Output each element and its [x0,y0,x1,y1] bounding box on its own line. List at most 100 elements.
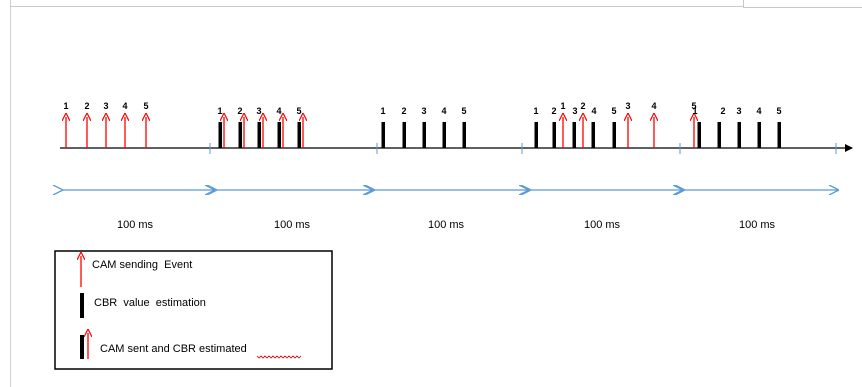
cbr-bar [572,122,576,148]
timeline-event-cbr: 1 [692,106,701,148]
event-number-label: 5 [611,106,616,116]
event-number-label: 5 [461,106,466,116]
event-number-label: 4 [756,106,761,116]
timeline-event-cbr: 2 [717,106,726,148]
timeline-event-both: 1 [217,106,224,148]
event-number-label: 1 [560,101,565,111]
legend-label: CAM sent and CBR estimated [100,343,247,355]
cbr-bar [257,122,261,148]
timeline-event-both: 4 [276,106,283,148]
timeline-event-both: 2 [237,106,244,148]
legend-label-prefix: CAM sent and CBR [100,343,199,355]
legend-label-underlined: estimated [199,343,247,355]
event-number-label: 1 [217,106,222,116]
cbr-bar [462,122,466,148]
event-number-label: 4 [651,101,656,111]
event-number-label: 2 [580,101,585,111]
event-number-label: 3 [572,106,577,116]
timeline-event-both: 5 [296,106,303,148]
cbr-bar [552,122,556,148]
cbr-bar [717,122,721,148]
timeline-event-cbr: 5 [461,106,467,148]
event-number-label: 1 [63,101,68,111]
timeline-event-cbr: 1 [533,106,539,148]
event-number-label: 5 [143,101,148,111]
timeline-event-cbr: 5 [611,106,617,148]
event-number-label: 2 [84,101,89,111]
timeline-events: 1 2 3 4 5 1 2 3 4 5 1 2 3 4 5 1 2 1 3 2 4 5 3 4 51 2 3 4 5 [63,101,782,148]
cbr-bar [612,122,616,148]
timeline-event-both: 3 [256,106,263,148]
interval-label: 100 ms [117,219,154,231]
legend-item-cbr: CBR value estimation [80,293,206,318]
event-number-label: 2 [720,106,725,116]
timeline-event-cam: 1 [63,101,68,148]
event-number-label: 1 [380,106,385,116]
event-number-label: 1 [533,106,538,116]
cbr-bar [591,122,595,148]
timeline-event-cbr: 1 [380,106,386,148]
cbr-bar [757,122,761,148]
cbr-bar [777,122,781,148]
spellcheck-underline [256,355,302,359]
interval-label: 100 ms [739,219,776,231]
cbr-bar [381,122,385,148]
legend: CAM sending Event CBR value estimation C… [54,250,333,370]
interval-label: 100 ms [428,219,465,231]
timeline-event-cbr: 4 [591,106,597,148]
black-bar-icon [80,335,84,359]
event-number-label: 3 [103,101,108,111]
black-bar-icon [80,293,84,318]
cbr-bar [297,122,301,148]
cbr-bar [402,122,406,148]
legend-item-both: CAM sent and CBR estimated [80,333,302,359]
timeline-event-cam: 1 [560,101,565,148]
timeline-event-cam: 3 [625,101,630,148]
timeline-event-cbr: 3 [736,106,742,148]
timeline-event-cbr: 4 [441,106,447,148]
event-number-label: 3 [421,106,426,116]
legend-box [54,250,333,370]
timeline-event-cbr: 4 [756,106,762,148]
timeline-event-cam: 2 [84,101,89,148]
timeline-event-cam: 5 [143,101,148,148]
interval-label: 100 ms [274,219,311,231]
event-number-label: 5 [296,106,301,116]
timeline-event-cam: 2 [580,101,585,148]
cbr-bar [238,122,242,148]
event-number-label: 5 [776,106,781,116]
timeline-event-cam: 4 [651,101,656,148]
timeline-event-cbr: 5 [776,106,782,148]
event-number-label: 4 [441,106,446,116]
interval-label: 100 ms [584,219,621,231]
cbr-bar [442,122,446,148]
timeline-event-cbr: 3 [572,106,578,148]
timeline-event-cbr: 3 [421,106,427,148]
event-number-label: 3 [736,106,741,116]
cbr-bar [737,122,741,148]
cbr-bar [697,122,701,148]
legend-label: CAM sending Event [92,259,192,271]
legend-item-cam: CAM sending Event [81,256,192,287]
timeline-event-cam: 5 [691,101,696,148]
cbr-bar [422,122,426,148]
event-number-label: 3 [256,106,261,116]
event-number-label: 2 [551,106,556,116]
timeline-event-cbr: 2 [401,106,407,148]
cbr-bar [218,122,222,148]
timeline-event-cbr: 2 [551,106,557,148]
event-number-label: 1 [692,106,697,116]
event-number-label: 3 [625,101,630,111]
timeline-event-cam: 3 [103,101,108,148]
legend-label: CBR value estimation [94,297,206,309]
event-number-label: 5 [691,101,696,111]
cbr-bar [534,122,538,148]
event-number-label: 4 [276,106,281,116]
cbr-bar [277,122,281,148]
event-number-label: 4 [122,101,127,111]
event-number-label: 2 [401,106,406,116]
event-number-label: 4 [591,106,596,116]
timeline-event-cam: 4 [122,101,127,148]
